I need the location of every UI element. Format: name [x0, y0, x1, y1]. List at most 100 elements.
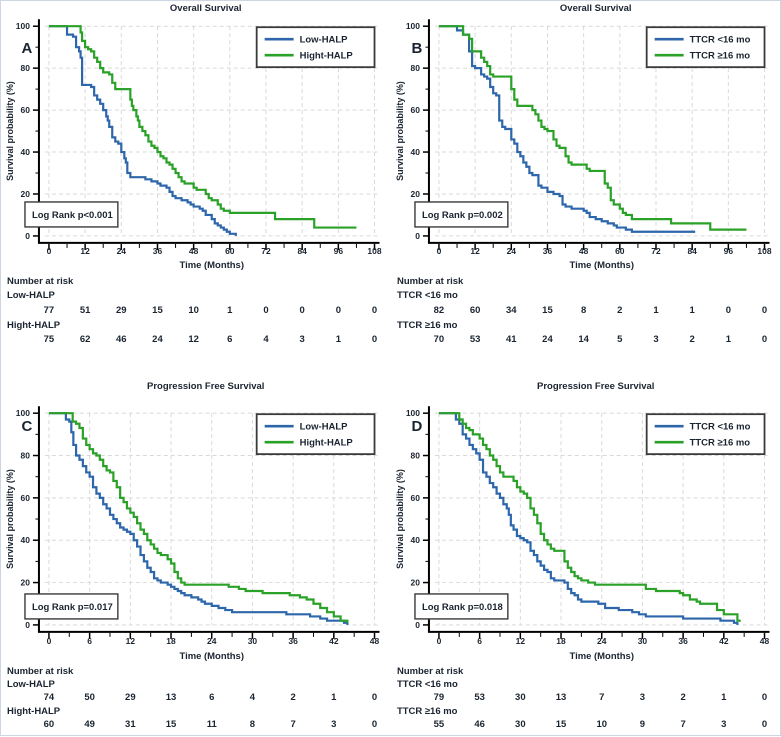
risk-value: 4 [263, 334, 269, 345]
y-tick-label: 0 [25, 231, 30, 241]
risk-value: 1 [653, 305, 658, 316]
risk-value: 3 [639, 692, 644, 703]
legend-box [255, 413, 376, 456]
logrank-text: Log Rank p<0.001 [32, 210, 113, 221]
x-tick-label: 30 [248, 636, 258, 646]
y-tick-label: 40 [410, 535, 420, 545]
risk-value: 0 [761, 719, 766, 730]
risk-value: 0 [300, 305, 305, 316]
y-tick-label: 20 [21, 578, 31, 588]
risk-value: 0 [336, 305, 341, 316]
risk-value: 41 [506, 334, 517, 345]
x-tick-label: 0 [47, 636, 52, 646]
x-tick-label: 96 [723, 246, 733, 256]
legend-label: TTCR <16 mo [689, 35, 750, 46]
km-curve-green [438, 25, 746, 231]
panel-d: 0 20 40 60 80 100 0 6 12 18 24 30 36 42 48 Progression … [391, 369, 781, 737]
legend-label: TTCR <16 mo [689, 422, 750, 433]
x-tick-label: 0 [47, 246, 52, 256]
risk-value: 12 [188, 334, 199, 345]
risk-header: Number at risk [7, 666, 74, 677]
x-tick-label: 24 [117, 246, 127, 256]
panel-letter: A [22, 40, 33, 57]
risk-value: 55 [433, 719, 444, 730]
risk-value: 53 [469, 334, 480, 345]
y-tick-label: 80 [21, 63, 31, 73]
legend-label: Hight-HALP [300, 51, 353, 62]
risk-value: 1 [689, 305, 694, 316]
km-curve-green [48, 412, 349, 623]
x-tick-label: 24 [597, 636, 607, 646]
risk-value: 34 [506, 305, 517, 316]
risk-value: 10 [596, 719, 607, 730]
y-axis-label: Survival probability (%) [394, 469, 404, 569]
risk-value: 8 [250, 719, 255, 730]
y-tick-label: 20 [410, 578, 420, 588]
x-tick-label: 96 [334, 246, 344, 256]
risk-value: 15 [542, 305, 553, 316]
panel-letter: C [22, 418, 33, 435]
x-tick-label: 48 [578, 246, 588, 256]
risk-group-name: TTCR <16 mo [396, 679, 457, 690]
legend-label: Low-HALP [300, 422, 348, 433]
logrank-text: Log Rank p=0.002 [421, 210, 502, 221]
x-tick-label: 48 [370, 636, 380, 646]
risk-value: 1 [721, 692, 726, 703]
y-tick-label: 60 [21, 493, 31, 503]
panel-title: Progression Free Survival [537, 381, 654, 392]
risk-value: 3 [653, 334, 658, 345]
risk-value: 7 [290, 719, 295, 730]
risk-group-name: TTCR <16 mo [396, 290, 457, 301]
risk-value: 2 [689, 334, 694, 345]
x-tick-label: 36 [288, 636, 298, 646]
risk-value: 3 [721, 719, 726, 730]
x-tick-label: 36 [542, 246, 552, 256]
risk-value: 82 [433, 305, 444, 316]
x-tick-label: 48 [759, 636, 769, 646]
risk-value: 0 [372, 305, 377, 316]
y-tick-label: 60 [410, 493, 420, 503]
panel-title: Overall Survival [559, 3, 631, 14]
x-tick-label: 24 [506, 246, 516, 256]
risk-value: 29 [125, 692, 136, 703]
x-tick-label: 36 [678, 636, 688, 646]
km-curve-green [48, 25, 357, 229]
panel-a: 0 20 40 60 80 100 0 12 24 36 48 60 72 84 96 108 Overall … [1, 1, 391, 369]
risk-value: 31 [125, 719, 136, 730]
y-tick-label: 80 [410, 63, 420, 73]
x-axis-label: Time (Months) [179, 260, 244, 271]
y-tick-label: 0 [415, 231, 420, 241]
risk-value: 13 [166, 692, 177, 703]
legend-label: Low-HALP [300, 35, 348, 46]
y-axis-label: Survival probability (%) [5, 469, 15, 569]
x-axis-label: Time (Months) [569, 260, 634, 271]
risk-value: 2 [617, 305, 622, 316]
y-tick-label: 80 [21, 451, 31, 461]
y-tick-label: 40 [21, 147, 31, 157]
legend-box [645, 413, 765, 456]
km-curve-green [438, 412, 741, 622]
y-tick-label: 100 [405, 408, 419, 418]
x-tick-label: 108 [367, 246, 381, 256]
risk-group-name: TTCR ≥16 mo [396, 320, 457, 331]
y-tick-label: 40 [410, 147, 420, 157]
x-tick-label: 6 [87, 636, 92, 646]
risk-value: 0 [372, 692, 377, 703]
risk-value: 1 [331, 692, 336, 703]
risk-value: 11 [207, 719, 217, 730]
risk-value: 49 [84, 719, 95, 730]
risk-value: 7 [599, 692, 604, 703]
risk-header: Number at risk [7, 276, 74, 287]
y-tick-label: 100 [405, 21, 419, 31]
x-tick-label: 42 [329, 636, 339, 646]
risk-group-name: Low-HALP [7, 679, 55, 690]
logrank-box [413, 593, 509, 620]
risk-value: 51 [80, 305, 91, 316]
risk-value: 15 [555, 719, 566, 730]
risk-header: Number at risk [396, 666, 463, 677]
x-axis-label: Time (Months) [569, 651, 634, 662]
km-curve-blue [438, 25, 695, 233]
